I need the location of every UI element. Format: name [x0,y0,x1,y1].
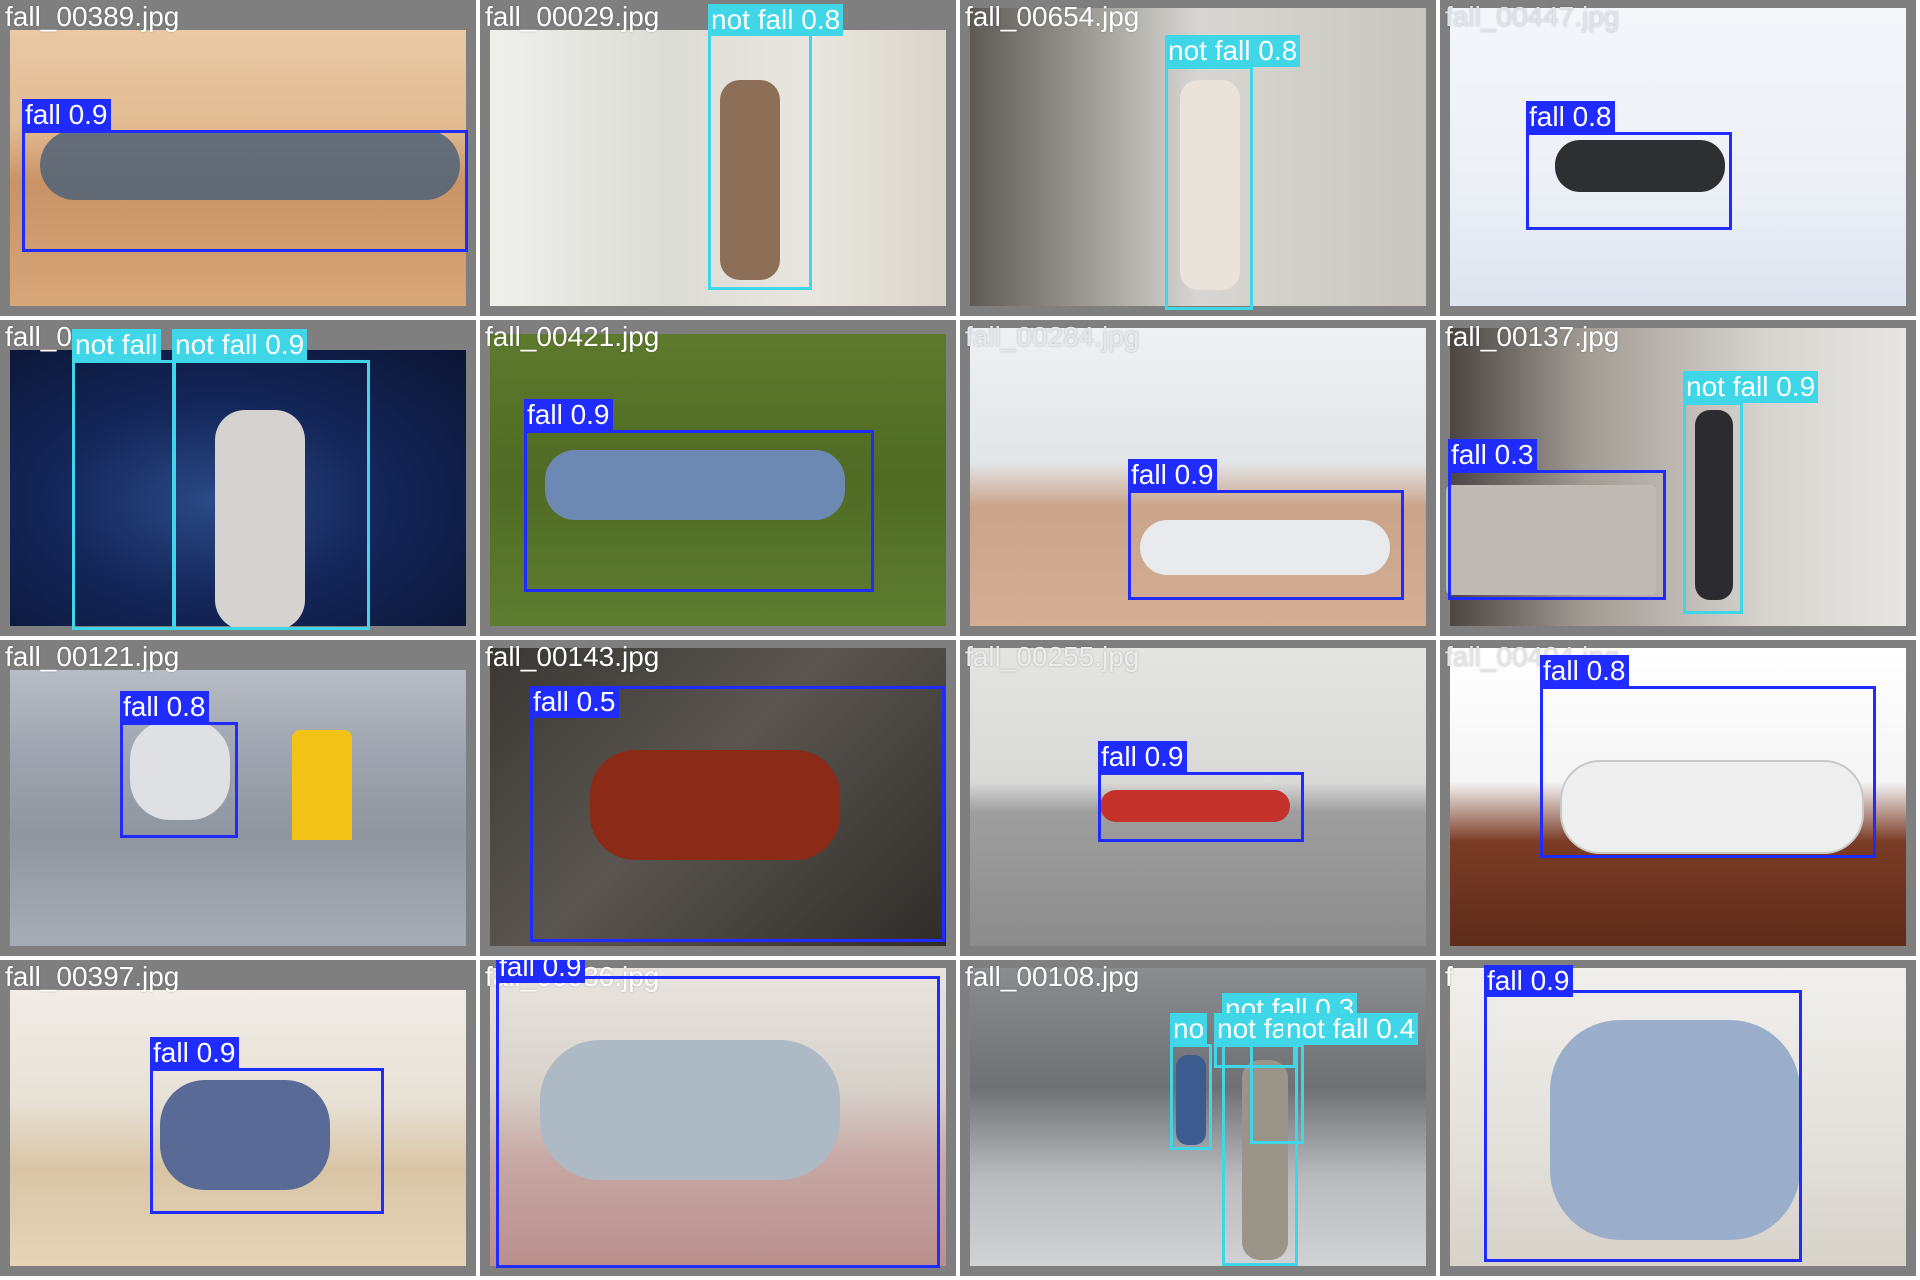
image-tile: fall_00143.jpg fall 0.5 [480,640,956,956]
detection-label: fall 0.9 [524,399,613,431]
image-tile: f fall 0.9 [1440,960,1916,1276]
person-kneeling [1550,1020,1800,1240]
detection-label: not fall 0.9 [172,329,308,361]
person-fallen [160,1080,330,1190]
wet-floor-sign [292,730,352,840]
detection-label: fall 0.8 [1540,655,1629,687]
detection-box-not-fall: not fall 0.9 [1683,371,1819,614]
image-filename: fall_00397.jpg [5,961,180,992]
photo [10,670,466,946]
detection-label: not fall 0.9 [1683,371,1819,403]
detection-label: fall 0.8 [1526,101,1615,133]
detection-box-fall: fall 0.9 [524,399,874,592]
detection-box-fall: fall 0.9 [1128,459,1404,600]
person-lying [1140,520,1390,575]
detection-label: no [1170,1013,1208,1045]
image-tile: fall_00108.jpg not fall 0.3 not fall 0.3… [960,960,1436,1276]
detection-box-fall: fall 0.8 [1526,101,1732,230]
detection-label: fall 0.9 [496,960,585,983]
image-tile: fall_00284.jpg fall 0.9 [960,320,1436,636]
person-fallen-with-chair [545,450,845,520]
photo [490,30,946,306]
detection-label: not fall 0.4 [1283,1013,1419,1045]
detection-box-not-fall: not fall 0.8 [1165,35,1301,310]
image-filename: fall_00121.jpg [5,641,180,672]
image-tile: fall_00137.jpg not fall 0.9 fall 0.3 [1440,320,1916,636]
detection-box-not-fall: not fall 0.9 [172,329,370,630]
person-walking [1176,1055,1206,1145]
detection-box-not-fall: not fall 0.4 [1250,1013,1419,1144]
image-filename: fall_0 [5,321,72,352]
detection-label: fall 0.9 [1484,965,1573,997]
person-fallen-on-stairs [590,750,840,860]
detection-label: fall 0.9 [22,99,111,131]
detection-box-fall: fall 0.9 [22,99,468,252]
image-tile: fall_00654.jpg not fall 0.8 [960,0,1436,316]
person-standing [1180,80,1240,290]
detection-box-fall: fall 0.9 [496,960,940,1268]
image-tile: fall_00397.jpg fall 0.9 [0,960,476,1276]
detection-box-not-fall: no [1170,1013,1212,1150]
detection-box-fall: fall 0.9 [1484,965,1802,1262]
image-tile: fall_00255.jpg fall 0.9 [960,640,1436,956]
person-standing [215,410,305,630]
detection-label: fall 0.9 [150,1037,239,1069]
detection-box-fall: fall 0.3 [1448,439,1666,600]
person-fallen-on-carpet [540,1040,840,1180]
person-lying [1100,790,1290,822]
detection-label: fall 0.8 [120,691,209,723]
detection-box-fall: fall 0.9 [150,1037,384,1214]
person-lying [40,130,460,200]
image-tile: fall_00447.jpg fall 0.8 [1440,0,1916,316]
bed [1446,485,1656,595]
detection-label: not fall [72,329,161,361]
detection-box-not-fall: not fall 0.8 [708,4,844,290]
image-tile: fall_00389.jpg fall 0.9 [0,0,476,316]
image-filename: fall_00389.jpg [5,1,180,32]
detection-label: fall 0.9 [1128,459,1217,491]
detection-label: fall 0.9 [1098,741,1187,773]
image-tile: fall_0 not fall not fall 0.9 [0,320,476,636]
person-standing [1242,1060,1288,1260]
detection-box-fall: fall 0.8 [1540,655,1876,858]
detection-label: fall 0.3 [1448,439,1537,471]
person-standing [1695,410,1733,600]
detection-box-fall: fall 0.9 [1098,741,1304,842]
image-filename: fall_00029.jpg [485,1,660,32]
image-tile: fall_00404.jpg fall 0.8 [1440,640,1916,956]
image-tile: fall_00029.jpg not fall 0.8 [480,0,956,316]
person-standing [720,80,780,280]
person-fallen-in-snow [1555,140,1725,192]
image-tile: fall_00421.jpg fall 0.9 [480,320,956,636]
detection-label: not fall 0.8 [1165,35,1301,67]
image-tile: fall_00121.jpg fall 0.8 [0,640,476,956]
detection-box-fall: fall 0.8 [120,691,238,838]
detection-box-fall: fall 0.5 [530,686,945,942]
person-fallen-with-chair [1560,760,1864,854]
detection-box-not-fall: not fall [72,329,176,630]
detection-label: fall 0.5 [530,686,619,718]
person-fallen [130,720,230,820]
image-tile: fall_00036.jpg fall 0.9 [480,960,956,1276]
detection-label: not fall 0.8 [708,4,844,36]
